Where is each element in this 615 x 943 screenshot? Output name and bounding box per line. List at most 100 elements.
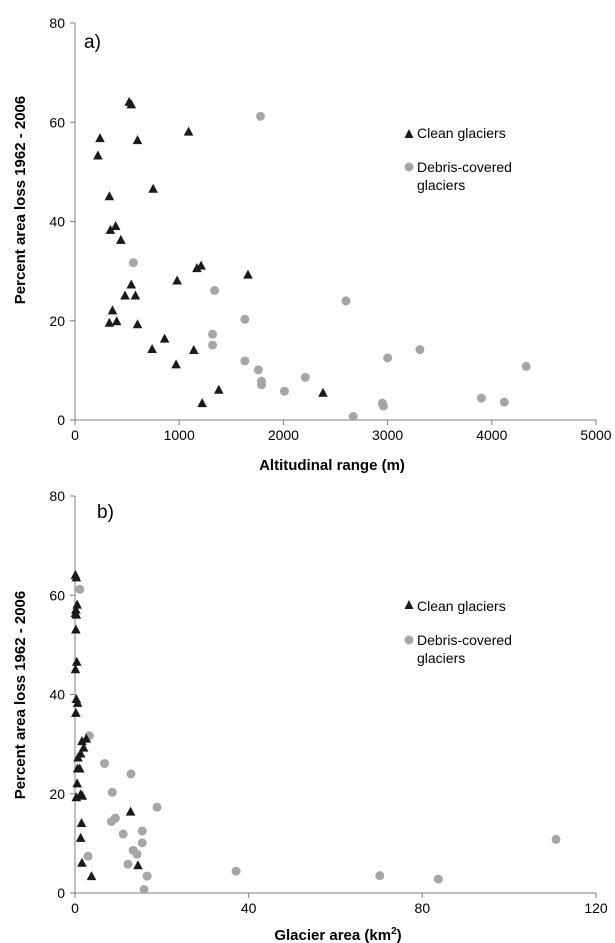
debris-glacier-point (128, 258, 138, 268)
debris-glacier-point (415, 345, 425, 355)
clean-glacier-point (86, 871, 97, 881)
clean-glacier-point (72, 599, 82, 609)
clean-glacier-point (132, 319, 143, 329)
panel-b-axes (70, 495, 597, 898)
clean-glacier-point (147, 344, 157, 354)
panel-b-x-axis-title-close: ) (397, 927, 402, 943)
debris-glacier-point (499, 397, 509, 407)
panel-b-legend-debris-line1: Debris-covered (417, 632, 512, 648)
debris-glacier-point (300, 372, 310, 382)
clean-glacier-point (318, 387, 328, 397)
clean-glacier-point (116, 234, 126, 244)
clean-glacier-point (243, 269, 253, 279)
debris-glacier-point (208, 340, 218, 350)
clean-glacier-point (110, 220, 121, 230)
clean-glacier-point (76, 818, 87, 828)
clean-glacier-point (120, 290, 130, 300)
clean-glacier-point (81, 733, 92, 743)
panel-a-legend-clean-label: Clean glaciers (417, 125, 506, 141)
clean-glacier-point (132, 135, 143, 145)
clean-glacier-point (133, 860, 143, 870)
clean-glacier-point (126, 279, 137, 289)
panel-a-x-axis-title: Altitudinal range (m) (259, 457, 405, 474)
clean-glacier-point (77, 736, 87, 746)
panel-a-y-axis-title: Percent area loss 1962 - 2006 (12, 96, 29, 304)
x-tick-label: 0 (71, 427, 79, 443)
panel-a: a) Percent area loss 1962 - 2006 Altitud… (12, 15, 612, 474)
debris-glacier-point (433, 874, 443, 884)
panel-a-ticks: 0 20 40 60 80 0 1000 2000 3000 4000 5000 (49, 15, 611, 443)
panel-a-legend-debris-line2: glaciers (417, 177, 465, 193)
panel-b-legend-debris-label: Debris-covered glaciers (417, 632, 516, 666)
clean-glacier-point (71, 572, 82, 582)
clean-glacier-point (104, 191, 115, 201)
x-tick-label: 120 (584, 900, 608, 916)
debris-glacier-point (107, 787, 117, 797)
panel-a-legend-debris-line1: Debris-covered (417, 159, 512, 175)
clean-glacier-point (172, 275, 182, 285)
clean-glacier-point (111, 316, 122, 326)
panel-b-x-axis-title-sup: 2 (391, 926, 397, 937)
panel-b-x-axis-title-main: Glacier area (km (274, 927, 391, 943)
debris-glacier-point (253, 365, 263, 375)
debris-glacier-point (279, 386, 289, 396)
panel-b-legend-clean-label: Clean glaciers (417, 598, 506, 614)
clean-glacier-point (95, 133, 105, 143)
x-tick-label: 4000 (476, 427, 507, 443)
debris-glacier-point (137, 838, 147, 848)
clean-glacier-point (78, 742, 89, 752)
y-tick-label: 20 (49, 313, 65, 329)
debris-glacier-point (375, 871, 385, 881)
panel-a-marks (93, 96, 531, 422)
clean-glacier-point (71, 792, 82, 802)
debris-glacier-point (240, 356, 250, 366)
debris-glacier-point (137, 826, 147, 836)
clean-glacier-point (93, 150, 103, 160)
debris-glacier-point (100, 758, 110, 768)
debris-glacier-point (139, 885, 149, 895)
debris-glacier-point (255, 111, 265, 121)
panel-b-legend: Clean glaciers Debris-covered glaciers (404, 598, 516, 666)
debris-glacier-point (152, 802, 162, 812)
panel-b-legend-clean-marker (404, 600, 414, 609)
panel-a-legend: Clean glaciers Debris-covered glaciers (404, 125, 516, 193)
clean-glacier-point (159, 333, 170, 343)
panel-a-label: a) (84, 32, 101, 53)
clean-glacier-point (72, 778, 82, 788)
y-tick-label: 60 (49, 587, 65, 603)
panel-a-axes (70, 22, 597, 425)
clean-glacier-point (105, 224, 116, 234)
debris-glacier-point (521, 361, 531, 371)
debris-glacier-point (83, 851, 93, 861)
panel-a-legend-debris-label: Debris-covered glaciers (417, 159, 516, 193)
clean-glacier-point (213, 384, 224, 394)
debris-glacier-point (142, 871, 152, 881)
debris-glacier-point (341, 296, 351, 306)
clean-glacier-point (77, 857, 87, 867)
clean-glacier-point (130, 290, 141, 300)
x-tick-label: 40 (241, 900, 257, 916)
debris-glacier-point (378, 401, 388, 411)
debris-glacier-point (551, 834, 561, 844)
clean-glacier-point (71, 656, 82, 666)
x-tick-label: 1000 (164, 427, 195, 443)
clean-glacier-point (72, 763, 83, 773)
clean-glacier-point (192, 263, 202, 273)
debris-glacier-point (257, 380, 267, 390)
debris-glacier-point (210, 285, 220, 295)
clean-glacier-point (104, 317, 115, 327)
clean-glacier-point (72, 697, 83, 707)
panel-b: b) Percent area loss 1962 - 2006 Glacier… (12, 488, 608, 943)
panel-a-legend-clean-marker (404, 129, 414, 138)
x-tick-label: 2000 (268, 427, 299, 443)
clean-glacier-point (197, 398, 207, 408)
y-tick-label: 0 (57, 412, 65, 428)
panel-b-y-axis-title: Percent area loss 1962 - 2006 (12, 591, 29, 799)
x-tick-label: 0 (71, 900, 79, 916)
clean-glacier-point (73, 752, 83, 762)
debris-glacier-point (106, 817, 116, 827)
debris-glacier-point (208, 329, 218, 339)
x-tick-label: 80 (415, 900, 431, 916)
y-tick-label: 40 (49, 214, 65, 230)
